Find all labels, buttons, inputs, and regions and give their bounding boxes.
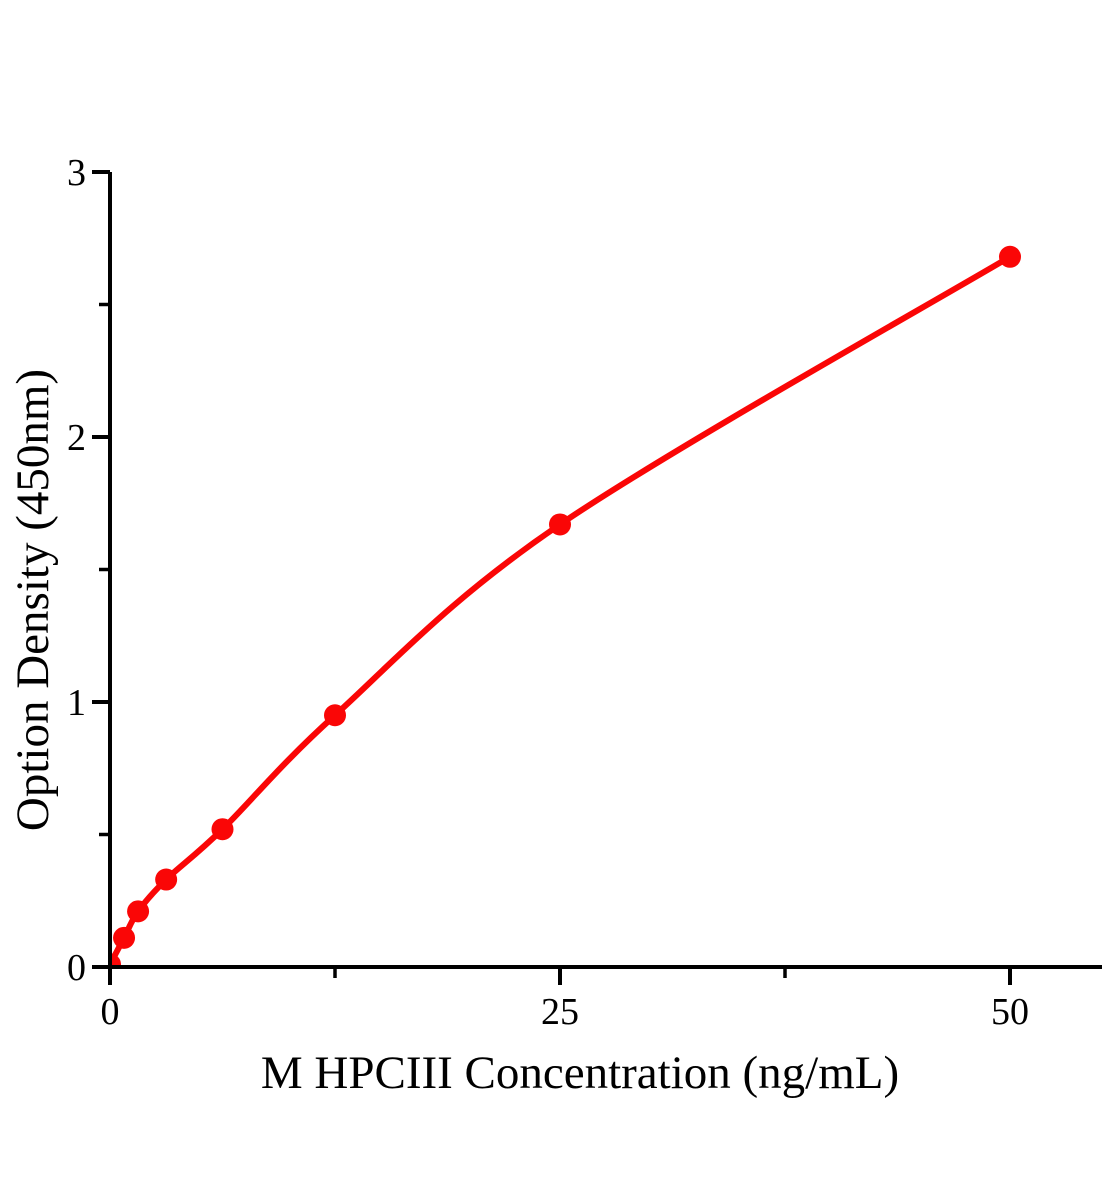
x-tick-label-25: 25 (541, 991, 579, 1033)
data-point-marker-2 (127, 900, 150, 923)
data-point-marker-5 (324, 704, 346, 727)
data-point-marker-1 (113, 926, 136, 949)
data-point-marker-3 (155, 868, 178, 891)
series-group (110, 245, 1021, 967)
y-tick-label-0: 0 (67, 947, 86, 989)
y-tick-label-3: 3 (67, 152, 86, 194)
data-point-marker-4 (211, 818, 234, 841)
y-tick-label-1: 1 (67, 682, 86, 724)
data-point-marker-0 (110, 953, 121, 967)
x-tick-label-50: 50 (991, 991, 1029, 1033)
y-axis-title: Option Density (450nm) (7, 368, 59, 832)
standard-curve-line (110, 253, 1013, 967)
x-tick-label-0: 0 (101, 991, 120, 1033)
y-tick-label-2: 2 (67, 417, 86, 459)
axes-group (92, 170, 1102, 985)
x-axis-title: M HPCIII Concentration (ng/mL) (260, 1047, 900, 1099)
data-point-marker-6 (549, 513, 571, 536)
data-point-marker-7 (999, 245, 1021, 268)
